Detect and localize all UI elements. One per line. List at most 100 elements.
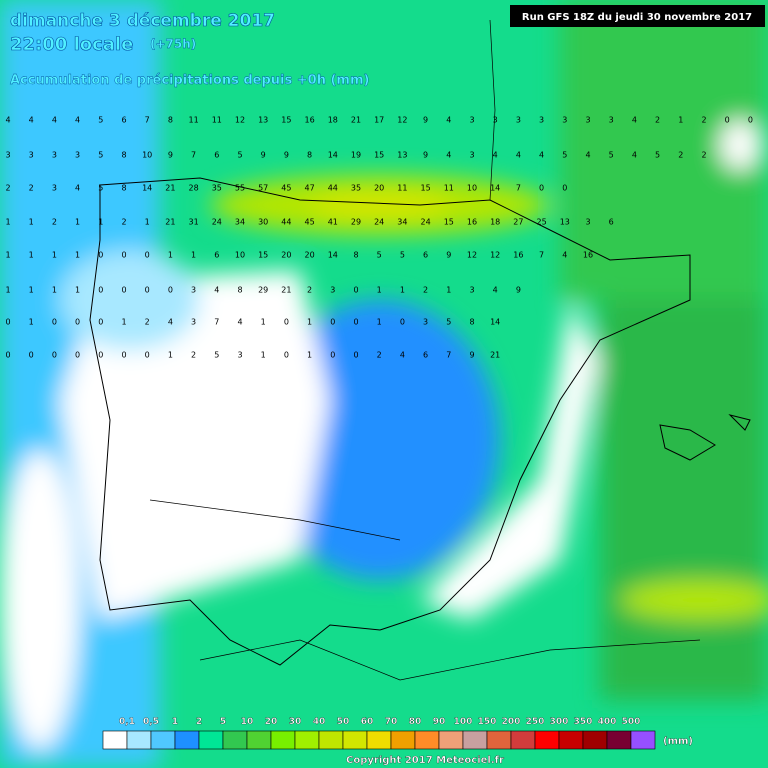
- grid-value: 1: [5, 218, 10, 227]
- grid-value: 9: [261, 151, 266, 160]
- grid-value: 15: [374, 151, 384, 160]
- legend-label: 5: [220, 717, 226, 727]
- grid-value: 13: [560, 218, 570, 227]
- grid-value: 15: [444, 218, 454, 227]
- grid-value: 1: [5, 286, 10, 295]
- grid-value: 6: [214, 251, 219, 260]
- grid-value: 0: [75, 351, 80, 360]
- legend-unit: (mm): [663, 736, 693, 747]
- grid-value: 0: [748, 116, 753, 125]
- legend-swatch: [174, 730, 200, 750]
- grid-value: 0: [145, 286, 150, 295]
- grid-value: 3: [29, 151, 34, 160]
- grid-value: 4: [75, 184, 80, 193]
- grid-value: 3: [469, 116, 474, 125]
- grid-value: 13: [258, 116, 268, 125]
- grid-value: 55: [235, 184, 245, 193]
- grid-value: 8: [168, 116, 173, 125]
- grid-value: 0: [121, 286, 126, 295]
- legend-label: 0,5: [143, 717, 159, 727]
- grid-value: 6: [214, 151, 219, 160]
- grid-value: 1: [121, 318, 126, 327]
- grid-value: 5: [446, 318, 451, 327]
- grid-value: 1: [29, 318, 34, 327]
- grid-value: 5: [609, 151, 614, 160]
- grid-value: 41: [328, 218, 338, 227]
- grid-value: 12: [490, 251, 500, 260]
- legend-swatch: [630, 730, 656, 750]
- grid-value: 1: [29, 218, 34, 227]
- grid-value: 21: [165, 184, 175, 193]
- grid-value: 4: [516, 151, 521, 160]
- grid-value: 8: [307, 151, 312, 160]
- grid-value: 6: [423, 351, 428, 360]
- legend-label: 90: [433, 717, 446, 727]
- legend-swatch: [150, 730, 176, 750]
- grid-value: 3: [493, 116, 498, 125]
- legend-swatch: [246, 730, 272, 750]
- grid-value: 16: [583, 251, 593, 260]
- grid-value: 4: [52, 116, 57, 125]
- legend-label: 40: [313, 717, 326, 727]
- legend-label: 150: [478, 717, 497, 727]
- grid-value: 16: [305, 116, 315, 125]
- grid-value: 2: [701, 151, 706, 160]
- grid-value: 1: [307, 351, 312, 360]
- grid-value: 4: [168, 318, 173, 327]
- grid-value: 5: [562, 151, 567, 160]
- grid-value: 5: [400, 251, 405, 260]
- grid-value: 14: [328, 151, 338, 160]
- legend-swatch: [318, 730, 344, 750]
- grid-value: 4: [493, 286, 498, 295]
- grid-value: 3: [75, 151, 80, 160]
- grid-value: 0: [725, 116, 730, 125]
- grid-value: 3: [516, 116, 521, 125]
- grid-value: 3: [609, 116, 614, 125]
- grid-value: 0: [284, 318, 289, 327]
- grid-value: 1: [98, 218, 103, 227]
- grid-value: 8: [353, 251, 358, 260]
- legend-swatch: [102, 730, 128, 750]
- grid-value: 25: [537, 218, 547, 227]
- grid-value: 0: [75, 318, 80, 327]
- grid-value: 14: [490, 318, 500, 327]
- grid-value: 1: [678, 116, 683, 125]
- value-grid: 4 4 4 4 5 6 7 8 11 11 12 13 15 16 18 21 17 12 9 4 3 3 3 3 3 3 3 4 2 1…: [5, 116, 752, 360]
- legend-label: 400: [598, 717, 617, 727]
- run-info: Run GFS 18Z du jeudi 30 novembre 2017: [522, 12, 752, 23]
- legend-label: 0,1: [119, 717, 135, 727]
- grid-value: 1: [191, 251, 196, 260]
- grid-value: 29: [258, 286, 268, 295]
- grid-value: 7: [214, 318, 219, 327]
- grid-value: 9: [423, 116, 428, 125]
- legend-label: 60: [361, 717, 374, 727]
- grid-value: 0: [562, 184, 567, 193]
- grid-value: 0: [52, 351, 57, 360]
- grid-value: 0: [29, 351, 34, 360]
- grid-value: 2: [191, 351, 196, 360]
- legend-label: 1: [172, 717, 178, 727]
- grid-value: 4: [237, 318, 242, 327]
- grid-value: 3: [237, 351, 242, 360]
- grid-value: 4: [539, 151, 544, 160]
- grid-value: 0: [98, 251, 103, 260]
- grid-value: 0: [5, 318, 10, 327]
- grid-value: 9: [446, 251, 451, 260]
- grid-value: 0: [353, 351, 358, 360]
- grid-value: 15: [281, 116, 291, 125]
- grid-value: 34: [235, 218, 245, 227]
- grid-value: 47: [305, 184, 315, 193]
- grid-value: 34: [397, 218, 407, 227]
- grid-value: 1: [52, 251, 57, 260]
- grid-value: 0: [353, 286, 358, 295]
- grid-value: 27: [513, 218, 523, 227]
- grid-value: 18: [490, 218, 500, 227]
- grid-value: 2: [29, 184, 34, 193]
- grid-value: 3: [423, 318, 428, 327]
- grid-value: 7: [145, 116, 150, 125]
- grid-value: 17: [374, 116, 384, 125]
- grid-value: 0: [5, 351, 10, 360]
- legend-swatch: [486, 730, 512, 750]
- grid-value: 3: [52, 184, 57, 193]
- grid-value: 45: [305, 218, 315, 227]
